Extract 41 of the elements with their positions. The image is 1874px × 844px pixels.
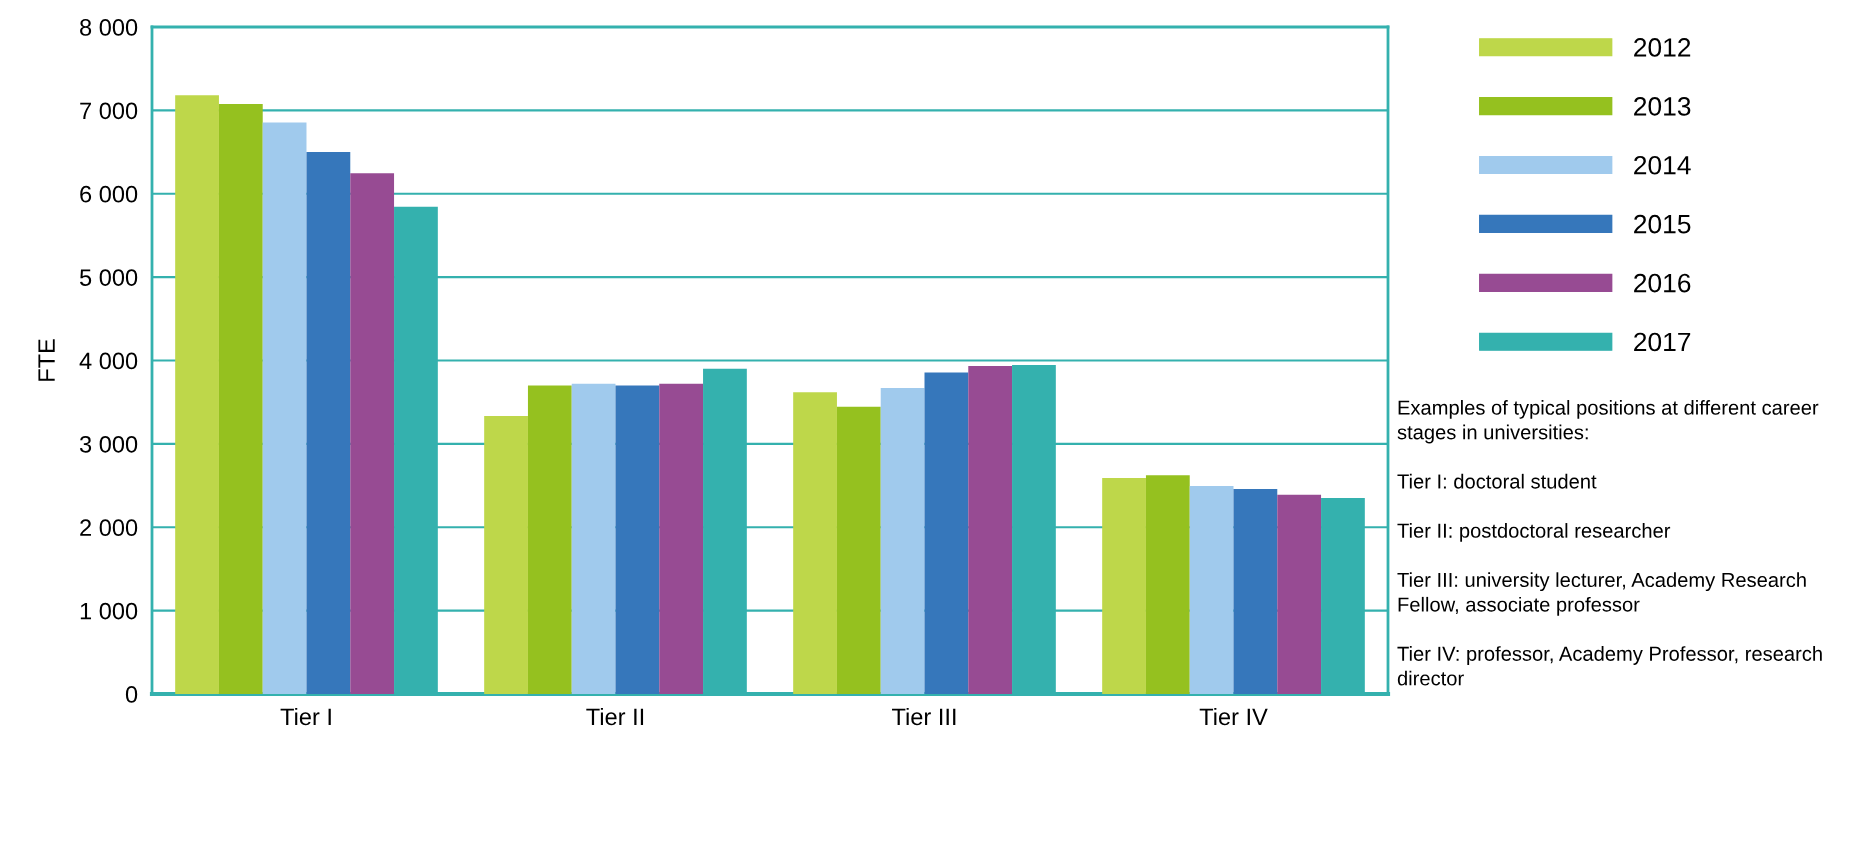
bar	[1233, 488, 1278, 694]
y-tick-label: 0	[125, 686, 138, 703]
y-tick-label: 2 000	[80, 519, 138, 537]
bar	[527, 385, 572, 694]
bar	[615, 385, 660, 694]
bar	[1102, 478, 1146, 694]
bar	[1145, 475, 1190, 694]
y-tick-label: 6 000	[80, 185, 138, 203]
bar	[1277, 494, 1322, 694]
bar	[175, 95, 219, 694]
x-tick-label: Tier IV	[1199, 707, 1268, 726]
bar	[262, 122, 307, 694]
legend-label: 2014	[1634, 155, 1691, 175]
text: Examples of typical positions at different career stages in universities: Tier I: doctoral student Tier II: postdoctoral researcher Tier III: university lecturer, Academy Research Fellow, associate professor Tier IV: professor, Academy Professor, research director	[1397, 400, 1822, 686]
bar	[218, 104, 263, 694]
bar	[571, 383, 616, 694]
bar	[1189, 485, 1234, 694]
y-axis-title: FTE	[38, 339, 55, 381]
bar	[793, 392, 837, 694]
legend-label: 2013	[1634, 97, 1691, 116]
legend-label: 2012	[1634, 38, 1691, 57]
bar	[350, 173, 395, 694]
bar	[968, 365, 1013, 694]
bar	[836, 406, 881, 694]
y-tick-label: 4 000	[79, 352, 138, 370]
bar	[484, 415, 528, 694]
y-tick-label: 3 000	[79, 435, 138, 453]
y-tick-label: 7 000	[80, 102, 138, 120]
legend-label: 2016	[1634, 273, 1691, 293]
y-tick-label: 1 000	[80, 602, 138, 620]
bar	[880, 388, 925, 694]
bar	[306, 152, 351, 694]
x-tick-label: Tier I	[280, 707, 331, 726]
bar	[924, 372, 969, 694]
bar	[659, 383, 704, 694]
legend-label: 2015	[1634, 214, 1691, 234]
y-tick-label: 8 000	[80, 19, 138, 36]
y-tick-label: 5 000	[79, 269, 138, 286]
x-tick-label: Tier III	[892, 707, 956, 726]
legend-label: 2017	[1634, 332, 1691, 352]
x-tick-label: Tier II	[586, 707, 644, 726]
